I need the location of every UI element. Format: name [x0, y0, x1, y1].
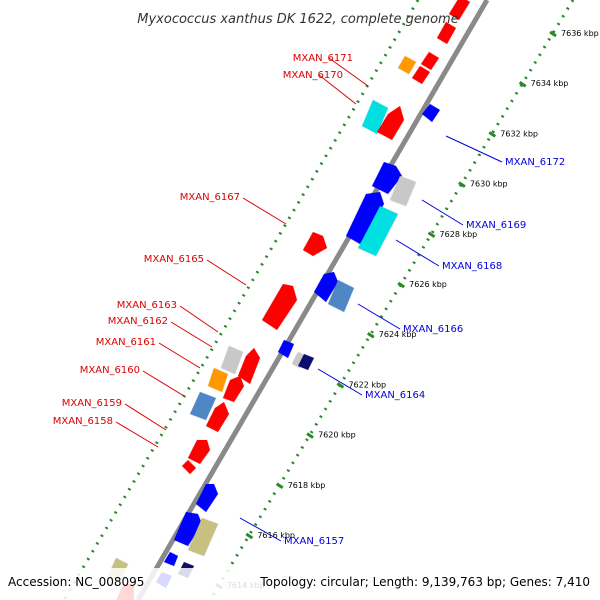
gene-arrow[interactable]	[278, 340, 294, 358]
gene-label-leader	[317, 368, 363, 396]
gene-label-leader	[395, 239, 440, 267]
gene-label-leader	[318, 74, 357, 105]
scale-tick-label: 7616 kbp	[257, 531, 295, 540]
scale-tick-mark	[458, 181, 466, 188]
gene-arrow[interactable]	[377, 106, 404, 140]
topology-text: Topology: circular; Length: 9,139,763 bp…	[259, 575, 590, 589]
scale-tick-mark	[397, 281, 406, 289]
gene-label[interactable]: MXAN_6165	[144, 254, 204, 265]
gene-label[interactable]: MXAN_6164	[365, 390, 425, 401]
gene-label-leader	[206, 259, 247, 286]
scale-tick-label: 7622 kbp	[348, 380, 386, 389]
gene-label-leader	[445, 135, 503, 163]
gene-arrow[interactable]	[182, 460, 196, 474]
scale-tick-label: 7624 kbp	[379, 330, 417, 339]
gene-label[interactable]: MXAN_6159	[62, 398, 122, 409]
gene-arrow[interactable]	[328, 280, 354, 312]
gene-arrow[interactable]	[372, 162, 402, 194]
map-title: Myxococcus xanthus DK 1622, complete gen…	[137, 12, 458, 27]
gene-arrow[interactable]	[422, 104, 440, 122]
scale-tick-mark	[275, 482, 284, 490]
gene-arrow[interactable]	[206, 402, 229, 432]
gene-label-leader	[242, 197, 287, 225]
gene-label[interactable]: MXAN_6160	[80, 365, 140, 376]
gene-label[interactable]: MXAN_6157	[284, 536, 344, 547]
gene-label[interactable]: MXAN_6166	[403, 324, 463, 335]
gene-label[interactable]: MXAN_6172	[505, 157, 565, 168]
gene-arrow[interactable]	[164, 552, 178, 566]
gene-arrow[interactable]	[412, 66, 430, 84]
gene-label-leader	[179, 305, 219, 333]
gene-label-leader	[328, 57, 369, 87]
scale-tick-label: 7618 kbp	[288, 481, 326, 490]
scale-tick-mark	[336, 382, 345, 389]
gene-label-leader	[170, 321, 213, 348]
scale-tick-label: 7636 kbp	[561, 29, 599, 38]
gene-arrow[interactable]	[223, 376, 244, 402]
gene-label-leader	[142, 370, 185, 397]
gene-label-leader	[357, 303, 401, 330]
gene-arrow[interactable]	[221, 346, 243, 374]
reverse-strand-genes	[156, 104, 440, 588]
gene-label-leader	[115, 421, 159, 448]
gene-arrow[interactable]	[358, 206, 398, 256]
scale-tick-mark	[549, 30, 557, 38]
gene-label[interactable]: MXAN_6163	[117, 300, 177, 311]
gene-label[interactable]: MXAN_6167	[180, 192, 240, 203]
gene-arrow[interactable]	[390, 176, 416, 206]
gene-arrow[interactable]	[188, 440, 210, 464]
genome-backbone	[135, 0, 490, 600]
gene-arrow[interactable]	[298, 354, 314, 370]
footer-backdrop	[0, 568, 600, 600]
gene-label[interactable]: MXAN_6168	[442, 261, 502, 272]
scale-tick-mark	[427, 231, 436, 239]
scale-tick-label: 7626 kbp	[409, 280, 447, 289]
gene-arrow[interactable]	[421, 52, 439, 70]
gene-arrow[interactable]	[174, 512, 202, 546]
scale-tick-label: 7628 kbp	[440, 230, 478, 239]
gene-label-leader	[239, 517, 282, 542]
gene-arrow[interactable]	[262, 284, 297, 330]
scale-tick-mark	[306, 432, 314, 439]
gene-label[interactable]: MXAN_6161	[96, 337, 156, 348]
gene-labels: MXAN_6171 MXAN_6170 MXAN_6167 MXAN_6165 MXAN…	[53, 53, 566, 547]
gene-arrow[interactable]	[292, 352, 306, 368]
gene-arrow[interactable]	[362, 100, 388, 134]
forward-strand-genes	[108, 0, 470, 600]
gene-label[interactable]: MXAN_6169	[466, 220, 526, 231]
scale-tick-label: 7630 kbp	[470, 180, 508, 189]
gene-arrow[interactable]	[398, 56, 416, 74]
gene-arrow[interactable]	[437, 22, 456, 44]
gene-label-leader	[124, 403, 167, 431]
gene-label-leader	[421, 199, 464, 226]
gene-arrow[interactable]	[196, 484, 218, 512]
gene-arrow[interactable]	[346, 192, 384, 244]
accession-text: Accession: NC_008095	[8, 575, 144, 589]
gene-arrow[interactable]	[238, 348, 260, 384]
scale-tick-label: 7620 kbp	[318, 431, 356, 440]
gene-label[interactable]: MXAN_6158	[53, 416, 113, 427]
scale-tick-mark	[245, 532, 254, 540]
gene-arrow[interactable]	[449, 0, 470, 20]
gene-arrow[interactable]	[303, 232, 327, 256]
scale-tick-mark	[518, 80, 527, 88]
gene-arrow[interactable]	[188, 518, 218, 556]
gene-arrow[interactable]	[314, 272, 338, 302]
gene-label[interactable]: MXAN_6171	[293, 53, 353, 64]
inner-tick-ring	[208, 0, 575, 600]
scale-tick-label: 7634 kbp	[531, 79, 569, 88]
gene-label-leader	[158, 342, 201, 369]
gene-label[interactable]: MXAN_6162	[108, 316, 168, 327]
scale-tick-label: 7632 kbp	[500, 129, 538, 138]
scale-tick-mark	[488, 131, 497, 138]
gene-label[interactable]: MXAN_6170	[283, 70, 343, 81]
gene-arrow[interactable]	[190, 392, 216, 420]
scale-tick-mark	[366, 331, 375, 339]
gene-arrow[interactable]	[208, 368, 228, 392]
